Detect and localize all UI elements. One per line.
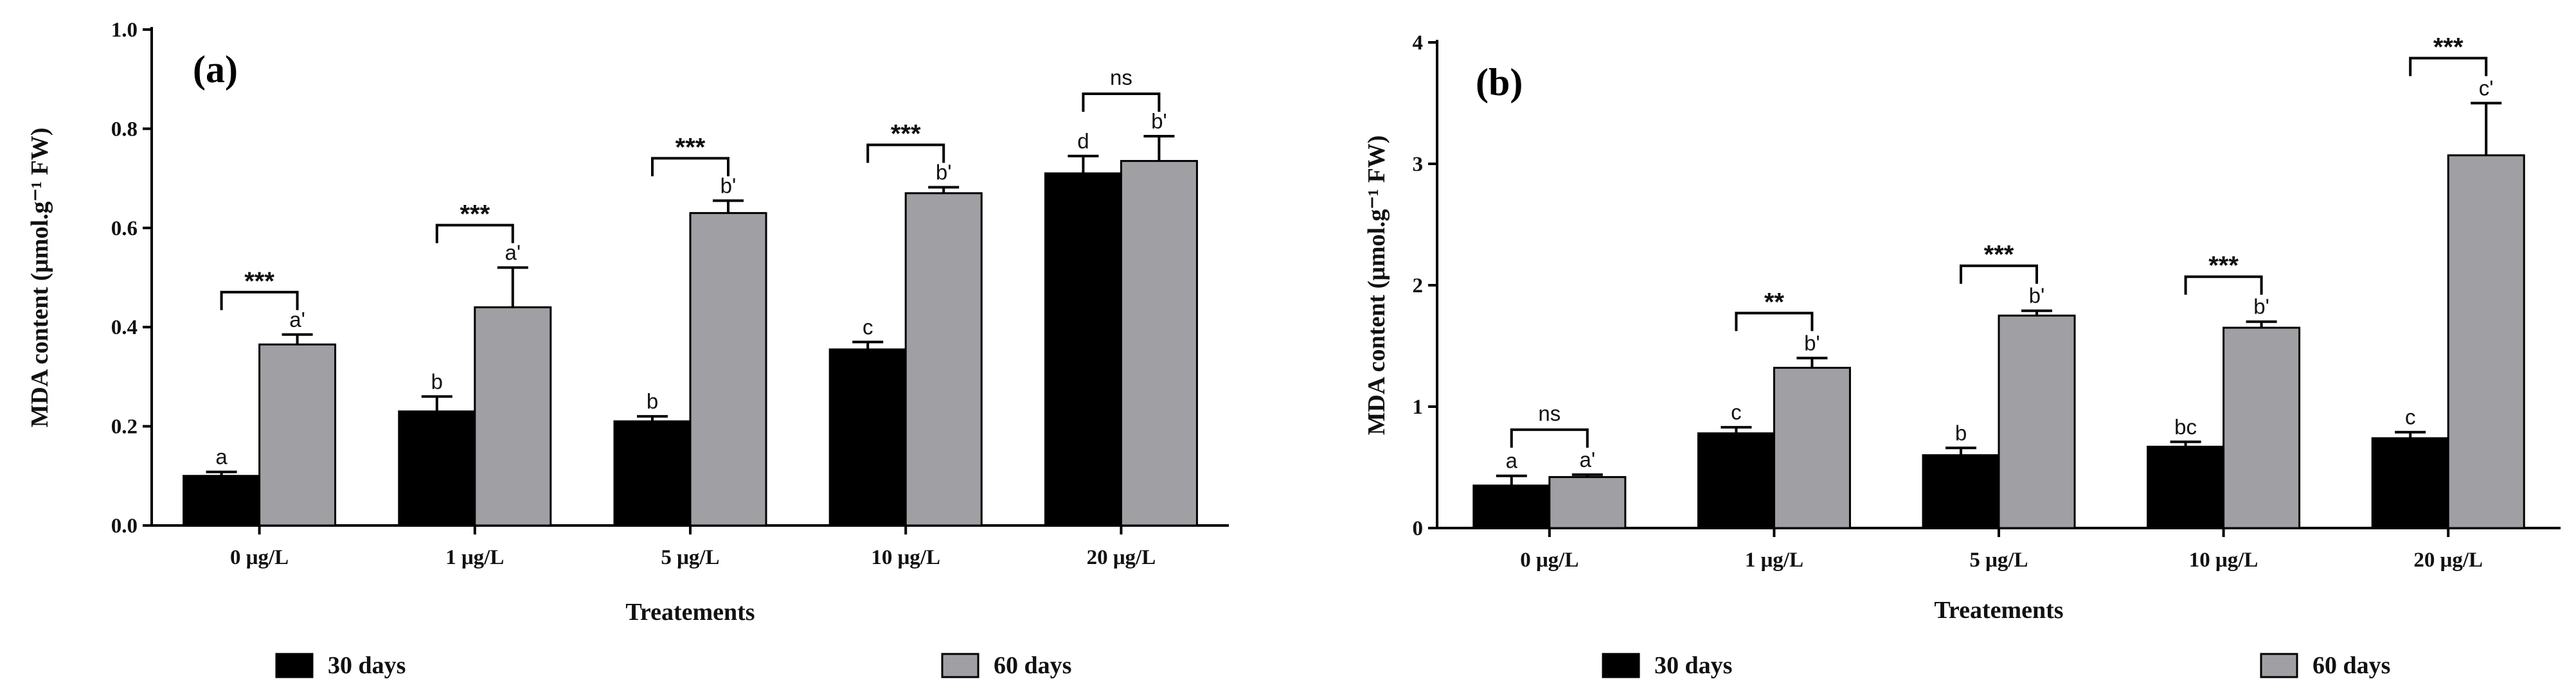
chart-b-sig-letter: c — [2405, 405, 2416, 429]
chart-a-sig-bracket — [651, 157, 729, 177]
chart-b-sig-letter: a' — [1579, 448, 1595, 472]
chart-b-sig-letter: a — [1506, 449, 1518, 473]
chart-b-sig-bracket — [2409, 57, 2488, 76]
chart-a-svg: 0.0 0.2 0.4 0.6 0.8 1.0 MDA content (μmol.g⁻¹ … — [26, 19, 1229, 679]
chart-b-bar-30d — [2147, 445, 2225, 529]
chart-a-bar-30d — [1044, 172, 1122, 527]
chart-b-x-tick-label: 20 μg/L — [2413, 549, 2483, 572]
chart-b-sig-letter: b' — [2029, 284, 2045, 308]
chart-a-bar-60d — [258, 343, 337, 527]
chart-b-sig-label: *** — [1984, 241, 2014, 269]
chart-a-y-axis-title: MDA content (μmol.g⁻¹ FW) — [26, 128, 53, 428]
chart-b-sig-letter: bc — [2174, 415, 2197, 439]
chart-b-bar-60d — [1548, 476, 1627, 529]
chart-a-sig-label: ns — [1110, 66, 1132, 89]
chart-a-sig-label: *** — [460, 200, 490, 229]
chart-a-panel-label: (a) — [193, 48, 238, 91]
chart-b-x-tick-label: 5 μg/L — [1969, 549, 2028, 572]
chart-a-sig-letter: b' — [1151, 109, 1167, 133]
chart-b-x-tick-label: 10 μg/L — [2189, 549, 2258, 572]
chart-a-x-tick-label: 1 μg/L — [445, 546, 504, 569]
chart-a-bar-30d — [398, 410, 476, 527]
chart-b-legend-label: 60 days — [2312, 652, 2390, 679]
chart-b-sig-bracket — [1960, 264, 2038, 284]
chart-a-x-axis-title: Treatements — [625, 599, 755, 626]
chart-a-legend-swatch — [275, 653, 314, 678]
chart-a-x-tick-label: 20 μg/L — [1087, 546, 1156, 569]
chart-b-y-axis-title: MDA content (μmol.g⁻¹ FW) — [1363, 136, 1390, 436]
chart-a-bar-30d — [183, 475, 261, 527]
chart-a-x-tick-label: 10 μg/L — [871, 546, 940, 569]
chart-b-bar-30d — [1472, 484, 1551, 529]
chart-a-y-tick-label: 0.2 — [111, 416, 138, 439]
chart-b-sig-bracket — [2184, 275, 2263, 295]
chart-b-y-tick-label: 3 — [1413, 153, 1424, 176]
chart-a-y-tick-label: 0.6 — [111, 217, 138, 240]
chart-b-legend-swatch — [2260, 653, 2298, 678]
chart-b-bar-60d — [2447, 154, 2525, 529]
chart-a-sig-letter: b — [431, 369, 443, 393]
chart-a-legend-label: 60 days — [994, 652, 1071, 679]
chart-a-bar-60d — [904, 192, 983, 527]
chart-a-bar-60d — [1120, 160, 1198, 527]
chart-panel-a: 0.0 0.2 0.4 0.6 0.8 1.0 MDA content (μmol.g⁻¹ … — [26, 19, 1229, 679]
chart-a-y-tick-label: 0.8 — [111, 118, 138, 141]
chart-a-y-tick-label: 0.0 — [111, 515, 138, 538]
chart-b-x-axis-title: Treatements — [1934, 597, 2063, 624]
chart-a-sig-bracket — [1082, 92, 1161, 112]
chart-b-bar-60d — [1998, 314, 2076, 529]
chart-b-sig-label: *** — [2208, 252, 2239, 280]
chart-b-sig-bracket — [1510, 428, 1589, 448]
chart-a-sig-letter: c — [863, 315, 873, 339]
chart-a-sig-letter: b' — [936, 160, 952, 184]
chart-a-x-tick-label: 0 μg/L — [230, 546, 289, 569]
chart-b-sig-label: *** — [2433, 33, 2464, 62]
chart-b-legend-label: 30 days — [1654, 652, 1732, 679]
chart-a-y-tick-label: 1.0 — [111, 19, 138, 42]
chart-b-sig-letter: b' — [1804, 331, 1820, 355]
chart-a-sig-letter: b' — [720, 173, 737, 197]
chart-a-sig-letter: a — [215, 445, 228, 469]
chart-a-bar-30d — [613, 420, 692, 527]
chart-b-sig-bracket — [1735, 312, 1814, 331]
chart-b-sig-letter: b' — [2253, 295, 2269, 319]
chart-b-bar-30d — [1697, 432, 1775, 529]
chart-b-bar-30d — [2371, 437, 2449, 529]
chart-a-y-tick-label: 0.4 — [111, 316, 138, 339]
chart-b-sig-label: ns — [1538, 401, 1561, 425]
chart-b-sig-label: ** — [1764, 288, 1785, 316]
chart-a-sig-letter: b — [647, 389, 658, 413]
chart-a-bar-60d — [689, 212, 767, 527]
chart-b-sig-letter: b — [1955, 421, 1967, 445]
chart-b-y-tick-label: 2 — [1413, 274, 1424, 297]
chart-b-sig-letter: c — [1731, 400, 1742, 424]
chart-a-legend-label: 30 days — [328, 652, 406, 679]
chart-b-sig-letter: c' — [2479, 76, 2494, 100]
chart-a-sig-label: *** — [891, 119, 921, 148]
chart-a-sig-label: *** — [675, 133, 706, 161]
chart-a-x-tick-label: 5 μg/L — [661, 546, 719, 569]
chart-a-sig-letter: a' — [289, 308, 305, 331]
chart-a-sig-bracket — [866, 143, 945, 163]
chart-a-sig-letter: a' — [505, 241, 521, 265]
chart-panel-b: 0 1 2 3 4 MDA content (μmol.g⁻¹ FW) (b) 0 μg/L a… — [1288, 0, 2576, 697]
chart-b-panel-label: (b) — [1476, 61, 1523, 103]
chart-b-svg: 0 1 2 3 4 MDA content (μmol.g⁻¹ FW) (b) 0 μg/L a… — [1363, 31, 2561, 679]
chart-a-sig-bracket — [435, 224, 514, 243]
chart-b-y-tick-label: 1 — [1413, 396, 1424, 419]
chart-a-bar-30d — [828, 348, 907, 527]
chart-b-y-tick-label: 0 — [1413, 517, 1424, 540]
chart-a-sig-label: *** — [244, 267, 274, 296]
chart-a-sig-letter: d — [1077, 129, 1089, 153]
chart-a-bar-60d — [474, 306, 552, 527]
chart-a-legend-swatch — [941, 653, 979, 678]
chart-b-bar-30d — [1922, 454, 2000, 529]
chart-b-bar-60d — [1773, 367, 1851, 529]
chart-b-legend-swatch — [1602, 653, 1640, 678]
chart-b-bar-60d — [2223, 326, 2301, 529]
chart-a-sig-bracket — [220, 290, 299, 310]
chart-b-x-tick-label: 1 μg/L — [1745, 549, 1803, 572]
chart-b-x-tick-label: 0 μg/L — [1520, 549, 1579, 572]
chart-b-y-tick-label: 4 — [1413, 31, 1424, 55]
